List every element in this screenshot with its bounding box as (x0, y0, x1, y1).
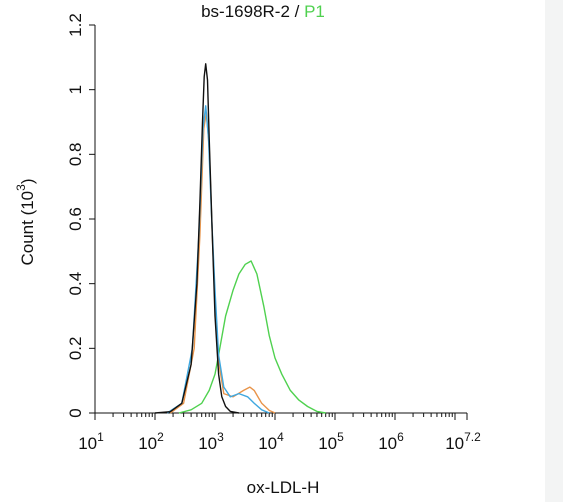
y-tick-label: 1 (66, 85, 85, 94)
x-tick-label: 105 (318, 430, 344, 453)
x-tick-label: 101 (78, 430, 104, 453)
histogram-series-line (178, 260, 326, 414)
y-tick-label: 0.4 (66, 272, 85, 296)
y-tick-label: 0 (66, 408, 85, 417)
x-tick-label: 104 (258, 430, 284, 453)
x-tick-label: 106 (378, 430, 404, 453)
histogram-chart: bs-1698R-2 / P1 0 0.2 0.4 0.6 0.8 1 1.2 101 102… (14, 2, 481, 497)
title-sample: bs-1698R-2 (201, 2, 290, 21)
y-axis-title: Count (103) (14, 178, 37, 265)
histogram-series-line (154, 63, 240, 414)
y-tick-label: 0.8 (66, 143, 85, 167)
histogram-series-line (169, 111, 276, 414)
y-tick-label: 1.2 (66, 13, 85, 37)
title-separator: / (290, 2, 304, 21)
y-axis-title-close: ) (18, 178, 37, 184)
x-tick-label: 102 (138, 430, 164, 453)
x-tick-label: 107.2 (445, 430, 481, 453)
series-group (154, 63, 326, 414)
title-gate: P1 (304, 2, 325, 21)
y-tick-label: 0.2 (66, 337, 85, 361)
x-axis-title: ox-LDL-H (247, 478, 320, 497)
chart-title: bs-1698R-2 / P1 (201, 2, 325, 21)
plot-card: bs-1698R-2 / P1 0 0.2 0.4 0.6 0.8 1 1.2 101 102… (0, 0, 545, 502)
x-axis-ticks: 101 102 103 104 105 106 107.2 (78, 413, 481, 453)
y-axis-title-main: Count (10 (18, 191, 37, 266)
y-axis-ticks: 0 0.2 0.4 0.6 0.8 1 1.2 (66, 13, 95, 418)
y-axis-title-exp: 3 (14, 184, 28, 191)
y-tick-label: 0.6 (66, 207, 85, 231)
x-tick-label: 103 (198, 430, 224, 453)
